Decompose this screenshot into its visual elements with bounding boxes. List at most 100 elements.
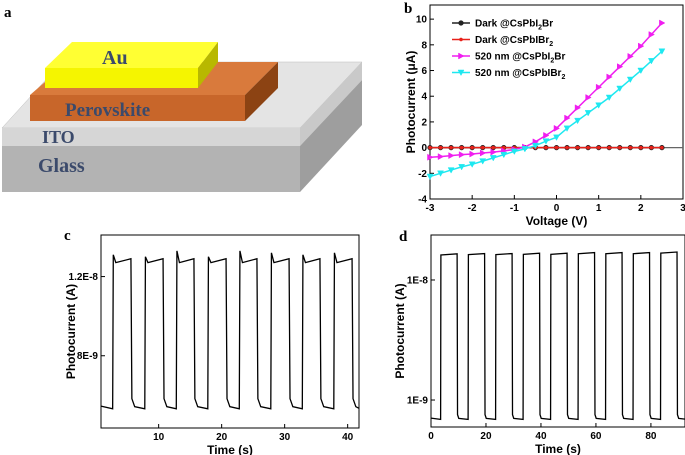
x-tick-label: -2	[468, 203, 477, 214]
data-point	[586, 145, 590, 150]
x-tick-label: 10	[153, 432, 165, 443]
x-tick-label: 80	[645, 431, 657, 442]
data-point	[564, 114, 571, 122]
y-tick-label: 1E-9	[407, 396, 429, 407]
y-tick-label: 4	[421, 92, 427, 103]
plot-frame	[429, 4, 684, 200]
x-tick-label: 30	[279, 432, 291, 443]
data-point	[438, 145, 443, 150]
x-tick-label: 40	[342, 432, 354, 443]
data-point	[595, 102, 603, 109]
x-axis-label: Time (s)	[535, 442, 581, 455]
data-point	[638, 145, 643, 150]
data-point	[490, 148, 497, 156]
y-tick-label: -2	[418, 169, 427, 180]
data-point	[428, 145, 432, 150]
data-point	[489, 155, 497, 162]
x-tick-label: 3	[680, 203, 685, 214]
data-point	[649, 145, 654, 150]
data-point	[448, 152, 455, 159]
x-tick-label: 20	[216, 432, 228, 443]
data-point	[659, 19, 666, 27]
x-tick-label: 1	[596, 203, 602, 214]
data-point	[627, 52, 634, 60]
data-point	[553, 124, 561, 132]
data-point	[458, 20, 464, 26]
legend-label: Dark @CsPbI2Br	[475, 19, 553, 32]
perovskite-label: Perovskite	[65, 100, 150, 121]
x-tick-label: -3	[426, 203, 435, 214]
data-point	[626, 76, 634, 84]
data-point	[510, 148, 518, 155]
data-point	[658, 48, 666, 55]
data-point	[480, 145, 485, 150]
data-point	[637, 67, 645, 75]
y-axis-label: Photocurrent (A)	[393, 283, 407, 378]
data-point	[565, 145, 569, 150]
data-point	[617, 63, 624, 71]
data-point	[607, 145, 612, 150]
au-top-face	[45, 42, 218, 68]
y-tick-label: 1.2E-8	[69, 272, 99, 283]
data-point	[595, 83, 603, 91]
data-point	[553, 134, 560, 141]
chart-d-switching-log: 0 20 40 60 80 1E-9 1E-8 Time (s) Photocurrent (A…	[393, 234, 685, 455]
y-tick-label: 8	[421, 40, 427, 51]
data-point	[469, 150, 476, 158]
au-label: Au	[102, 47, 128, 69]
legend-label: Dark @CsPbIBr2	[475, 35, 553, 48]
data-point	[479, 158, 487, 165]
data-point	[606, 73, 613, 81]
data-point	[554, 145, 559, 150]
y-tick-label: 10	[416, 15, 428, 26]
data-point	[638, 42, 645, 50]
data-point	[491, 145, 496, 150]
panel-label-c: c	[64, 228, 71, 244]
data-point	[544, 145, 548, 150]
chart-b-iv-curves: -3 -2 -1 0 1 2 3 -4 -2 0 2 4 6 8 10 Voltage (V) Photocur…	[404, 4, 685, 228]
x-tick-label: 20	[480, 431, 492, 442]
au-side-face	[198, 42, 218, 88]
data-point	[437, 170, 444, 177]
data-point	[596, 145, 601, 150]
y-tick-label: 0	[421, 143, 427, 154]
data-point	[584, 110, 592, 117]
data-point	[426, 173, 434, 181]
data-point	[628, 145, 633, 150]
data-point	[468, 161, 476, 168]
chart-c-switching-linear: 10 20 30 40 8E-9 1.2E-8 Time (s) Photocurrent (…	[64, 234, 360, 455]
perovskite-front-face	[30, 95, 245, 121]
data-point	[531, 142, 539, 150]
data-point	[575, 145, 580, 150]
legend-label: 520 nm @CsPbI2Br	[475, 52, 565, 65]
data-point	[458, 151, 466, 159]
data-point	[427, 153, 434, 161]
data-point	[617, 145, 622, 150]
y-tick-label: 8E-9	[77, 351, 99, 362]
data-point	[542, 138, 550, 145]
panel-label-a: a	[4, 5, 12, 21]
x-tick-label: 2	[638, 203, 644, 214]
legend-label: 520 nm @CsPbIBr2	[475, 68, 565, 81]
data-point	[458, 164, 466, 171]
data-point	[574, 117, 582, 125]
y-axis-label: Photocurrent (A)	[64, 284, 78, 379]
data-point	[543, 131, 550, 139]
data-point	[648, 31, 655, 38]
data-point	[437, 153, 445, 161]
data-point	[470, 145, 475, 150]
photocurrent-trace	[100, 250, 360, 410]
plot-frame	[430, 234, 685, 428]
panel-label-b: b	[404, 1, 412, 17]
data-point	[585, 94, 592, 101]
data-point	[458, 52, 465, 60]
ito-label: ITO	[42, 127, 75, 147]
x-tick-label: 0	[554, 203, 560, 214]
photocurrent-trace	[430, 251, 685, 421]
data-point	[457, 69, 465, 77]
panel-label-d: d	[399, 229, 408, 245]
ito-front-face	[2, 128, 300, 146]
data-point	[616, 85, 624, 93]
